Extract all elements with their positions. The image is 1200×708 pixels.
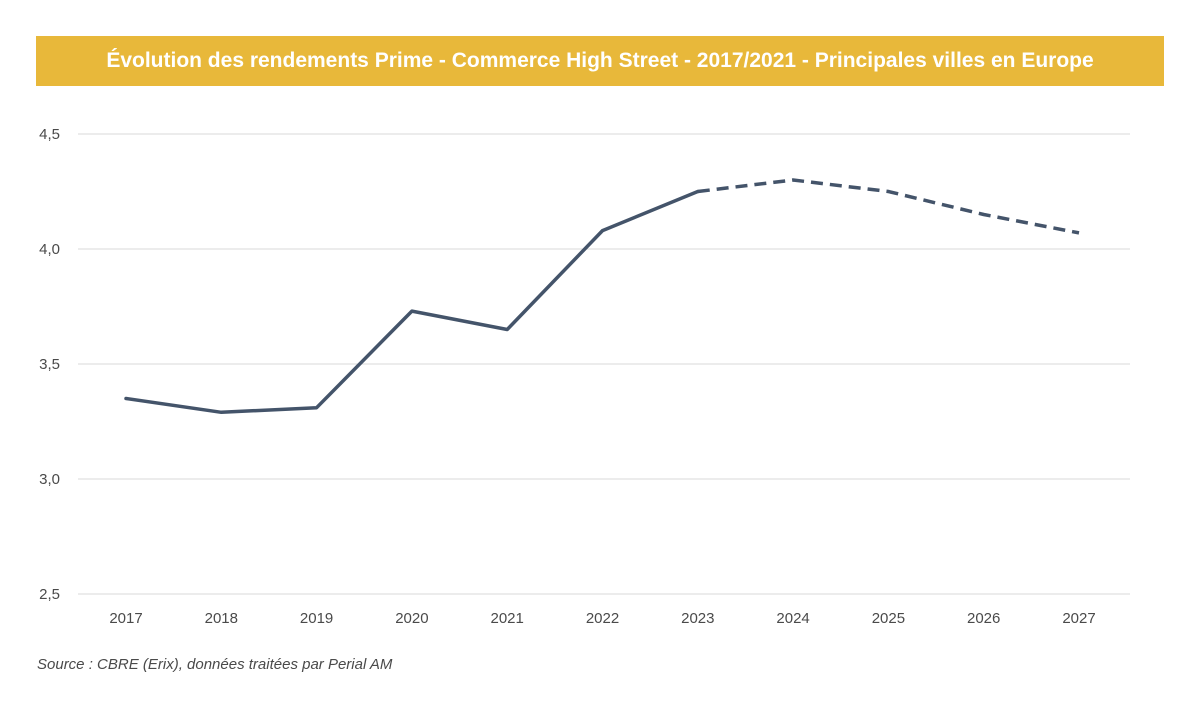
x-tick-label: 2022 bbox=[586, 610, 619, 627]
series-line-forecast bbox=[697, 178, 1080, 235]
x-tick-label: 2020 bbox=[395, 610, 428, 627]
x-tick-label: 2026 bbox=[967, 610, 1000, 627]
x-tick-label: 2027 bbox=[1062, 610, 1095, 627]
y-axis-ticks: 2,5 3,0 3,5 4,0 4,5 bbox=[39, 126, 60, 603]
x-tick-label: 2018 bbox=[205, 610, 238, 627]
chart-title-bar: Évolution des rendements Prime - Commerc… bbox=[36, 36, 1164, 86]
chart-title: Évolution des rendements Prime - Commerc… bbox=[106, 49, 1094, 72]
x-axis-ticks: 2017 2018 2019 2020 2021 2022 2023 2024 2025 2026… bbox=[109, 610, 1095, 627]
x-tick-label: 2021 bbox=[491, 610, 524, 627]
x-tick-label: 2019 bbox=[300, 610, 333, 627]
y-tick-label: 3,5 bbox=[39, 356, 60, 373]
series-lines bbox=[124, 178, 1080, 415]
y-tick-label: 4,5 bbox=[39, 126, 60, 143]
x-tick-label: 2023 bbox=[681, 610, 714, 627]
grid-lines bbox=[78, 133, 1130, 595]
x-tick-label: 2025 bbox=[872, 610, 905, 627]
series-line-actual bbox=[124, 189, 700, 415]
y-tick-label: 3,0 bbox=[39, 471, 60, 488]
x-tick-label: 2017 bbox=[109, 610, 142, 627]
y-tick-label: 4,0 bbox=[39, 241, 60, 258]
x-tick-label: 2024 bbox=[776, 610, 809, 627]
y-tick-label: 2,5 bbox=[39, 586, 60, 603]
source-note: Source : CBRE (Erix), données traitées p… bbox=[37, 656, 393, 673]
